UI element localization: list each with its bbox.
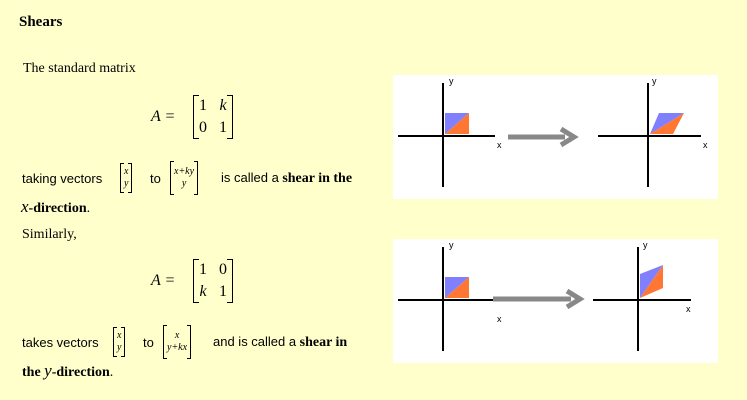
shear-x-matrix: 1 k 0 1	[193, 95, 233, 139]
square-orange-half	[445, 277, 469, 298]
sheared-orange-half	[650, 113, 684, 134]
matrix-entry: 1	[219, 119, 227, 136]
sheared-orange-half	[640, 265, 663, 298]
matrix-entry: 1	[199, 97, 207, 114]
square-orange-half	[445, 113, 469, 134]
x-axis-label: x	[703, 140, 708, 150]
shear-y-description: and is called a shear in	[213, 334, 348, 350]
taking-vectors-text: taking vectors	[22, 171, 103, 186]
shear-x-direction: x-direction.	[21, 197, 91, 216]
to-text: to	[143, 335, 154, 350]
shear-y-direction: the y-direction.	[22, 361, 114, 380]
shear-y-diagram: y x y x	[398, 240, 691, 351]
matrix-lhs: A =	[151, 272, 176, 289]
page-title: Shears	[19, 14, 63, 30]
matrix-lhs: A =	[151, 108, 176, 125]
y-axis-label: y	[449, 240, 454, 250]
shear-y-figure: y x y x	[393, 239, 718, 363]
input-vector: x y	[113, 327, 126, 357]
output-vector: x+ky y	[170, 161, 199, 195]
input-vector: x y	[120, 163, 133, 193]
x-axis-label: x	[497, 314, 502, 324]
similarly-text: Similarly,	[22, 227, 77, 242]
transform-arrow-head	[565, 288, 585, 310]
output-vector: x y+kx	[163, 325, 192, 359]
matrix-entry: 0	[219, 261, 227, 278]
matrix-entry: 0	[199, 119, 207, 136]
takes-vectors-text: takes vectors	[22, 335, 99, 350]
x-axis-label: x	[497, 140, 502, 150]
y-axis-label: y	[449, 76, 454, 86]
shear-x-description: is called a shear in the	[221, 170, 353, 186]
shear-y-matrix: 1 0 k 1	[193, 259, 233, 303]
matrix-entry: 1	[199, 261, 207, 278]
matrix-entry: k	[219, 97, 227, 114]
shear-x-diagram: y x y x	[398, 76, 708, 187]
intro-text: The standard matrix	[23, 61, 136, 76]
to-text: to	[150, 171, 161, 186]
y-axis-label: y	[643, 240, 648, 250]
matrix-entry: 1	[219, 283, 227, 300]
shear-x-figure: y x y x	[393, 75, 718, 199]
y-axis-label: y	[652, 76, 657, 86]
matrix-entry: k	[199, 283, 207, 300]
x-axis-label: x	[686, 304, 691, 314]
transform-arrow-head	[559, 126, 579, 148]
